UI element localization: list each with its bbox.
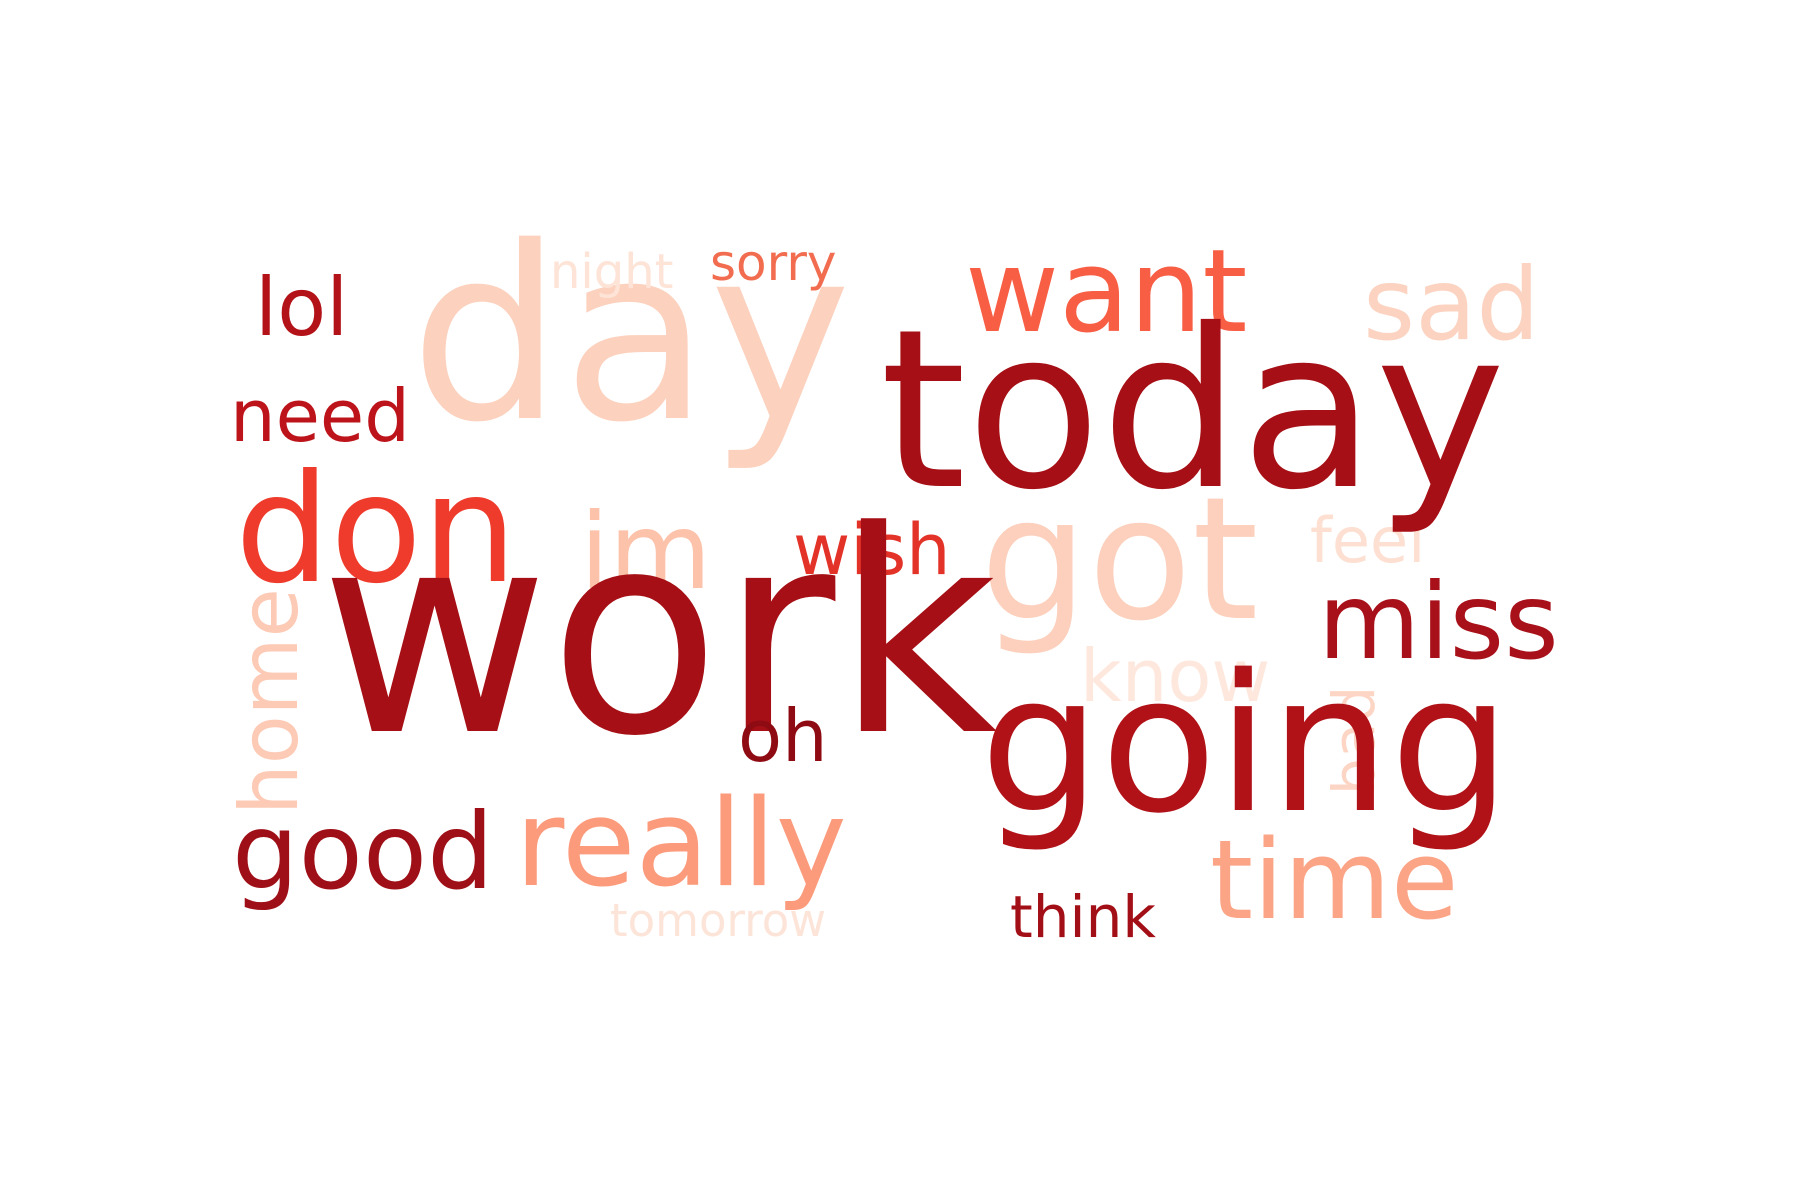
word-sad: sad <box>1363 246 1540 363</box>
word-know: know <box>1080 634 1271 718</box>
word-wish: wish <box>793 509 951 591</box>
word-really: really <box>515 775 847 914</box>
word-miss: miss <box>1318 561 1559 683</box>
word-going: going <box>980 634 1511 855</box>
word-feel: feel <box>1310 504 1426 577</box>
word-think: think <box>1010 883 1156 951</box>
word-sorry: sorry <box>710 234 837 292</box>
word-time: time <box>1210 816 1459 944</box>
word-night: night <box>550 244 674 300</box>
word-good: good <box>232 791 494 913</box>
word-today: today <box>880 282 1506 538</box>
word-im: im <box>580 491 712 613</box>
word-got: got <box>980 461 1259 659</box>
word-need: need <box>230 374 410 458</box>
word-work: work <box>320 472 998 798</box>
word-tomorrow: tomorrow <box>610 894 827 947</box>
word-lol: lol <box>255 261 349 354</box>
word-day: day <box>410 195 852 475</box>
word-want: want <box>965 225 1248 359</box>
word-don: don <box>235 443 518 617</box>
word-oh: oh <box>738 694 828 778</box>
word-home: home <box>223 588 316 815</box>
